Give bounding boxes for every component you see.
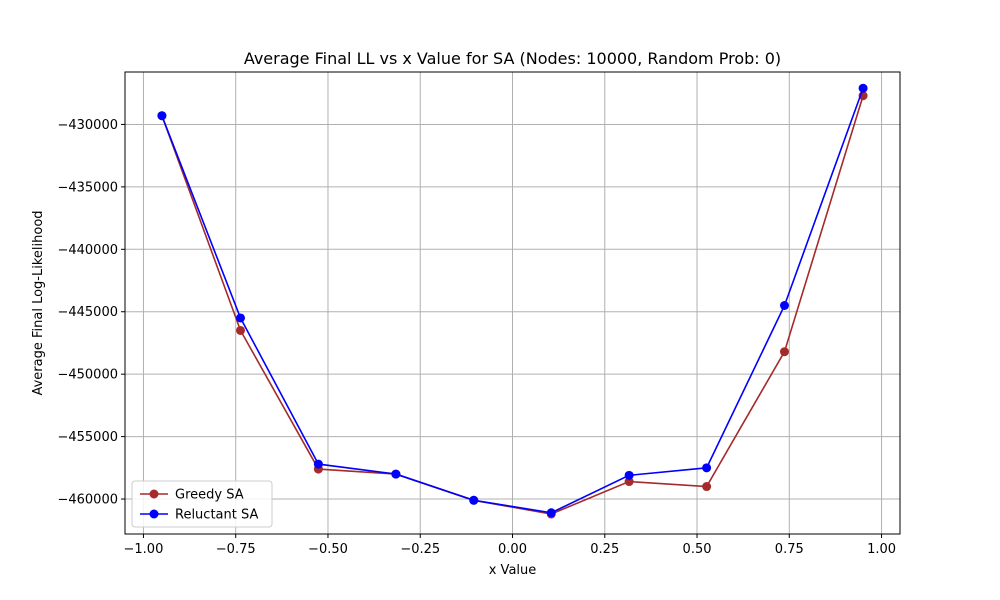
y-axis-label: Average Final Log-Likelihood [31, 210, 46, 395]
greedy-sa-point [236, 325, 246, 335]
y-tick-label: −450000 [57, 368, 118, 383]
greedy-sa-point [702, 482, 712, 492]
series-layer [157, 83, 868, 519]
legend-box [131, 480, 273, 528]
greedy-sa-point [624, 477, 634, 487]
y-tick-label: −455000 [57, 430, 118, 445]
legend-item-greedy-sa: Greedy SA [140, 488, 244, 503]
greedy-sa-point [779, 347, 789, 357]
reluctant-sa-point [469, 495, 479, 505]
x-tick-label: 0.75 [775, 542, 804, 557]
reluctant-sa-point [858, 83, 868, 93]
legend-marker [149, 489, 159, 499]
x-tick-label: −0.25 [400, 542, 440, 557]
reluctant-sa-series [157, 83, 868, 518]
grid-lines [125, 72, 900, 534]
y-tick-label: −445000 [57, 305, 118, 320]
y-axis-ticks: −460000 −455000 −450000 −445000 −440000 −4350… [57, 118, 125, 508]
x-tick-label: −0.50 [308, 542, 348, 557]
x-tick-label: 0.25 [590, 542, 619, 557]
reluctant-sa-point [702, 463, 712, 473]
y-tick-label: −440000 [57, 243, 118, 258]
reluctant-sa-point [779, 300, 789, 310]
y-tick-label: −435000 [57, 180, 118, 195]
x-axis-ticks: −1.00 −0.75 −0.50 −0.25 0.00 0.25 0.50 0.75 1.00 [124, 534, 896, 557]
x-tick-label: 0.00 [498, 542, 527, 557]
x-tick-label: −0.75 [216, 542, 256, 557]
legend: Greedy SA Reluctant SA [131, 480, 273, 528]
reluctant-sa-line [161, 87, 864, 514]
x-axis-label: x Value [489, 563, 537, 578]
x-tick-label: 0.50 [683, 542, 712, 557]
y-tick-label: −460000 [57, 493, 118, 508]
reluctant-sa-point [157, 111, 167, 121]
reluctant-sa-point [236, 313, 246, 323]
x-tick-label: 1.00 [867, 542, 896, 557]
y-tick-label: −430000 [57, 118, 118, 133]
reluctant-sa-point [313, 459, 323, 469]
legend-item-reluctant-sa: Reluctant SA [140, 508, 258, 523]
legend-marker [149, 509, 159, 519]
reluctant-sa-point [624, 470, 634, 480]
chart-title: Average Final LL vs x Value for SA (Node… [244, 49, 781, 68]
reluctant-sa-point [546, 508, 556, 518]
x-tick-label: −1.00 [124, 542, 164, 557]
legend-label: Greedy SA [175, 488, 244, 503]
legend-label: Reluctant SA [175, 508, 258, 523]
reluctant-sa-point [391, 469, 401, 479]
